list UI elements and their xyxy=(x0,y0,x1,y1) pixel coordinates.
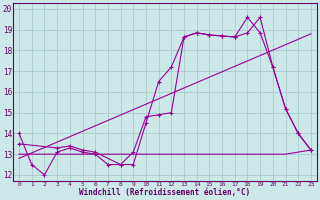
X-axis label: Windchill (Refroidissement éolien,°C): Windchill (Refroidissement éolien,°C) xyxy=(79,188,251,197)
